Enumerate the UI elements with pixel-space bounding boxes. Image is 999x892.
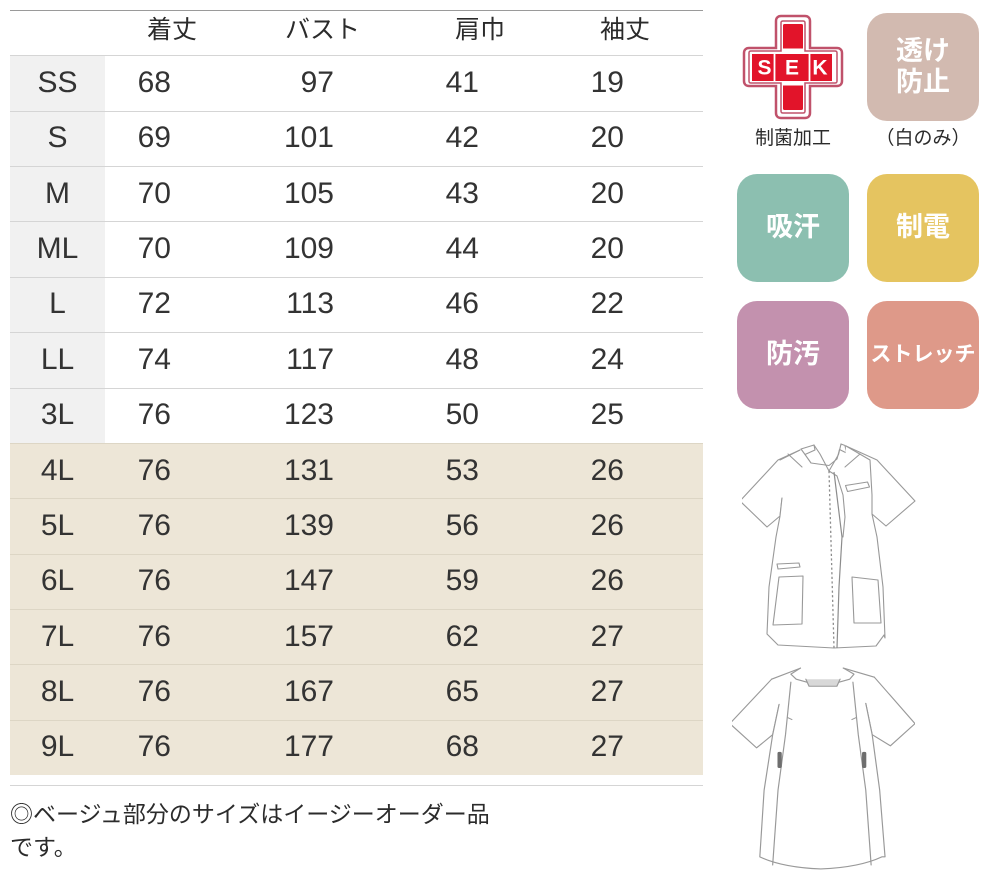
- svg-text:S: S: [757, 57, 771, 80]
- svg-text:E: E: [785, 57, 799, 80]
- svg-text:K: K: [812, 57, 827, 80]
